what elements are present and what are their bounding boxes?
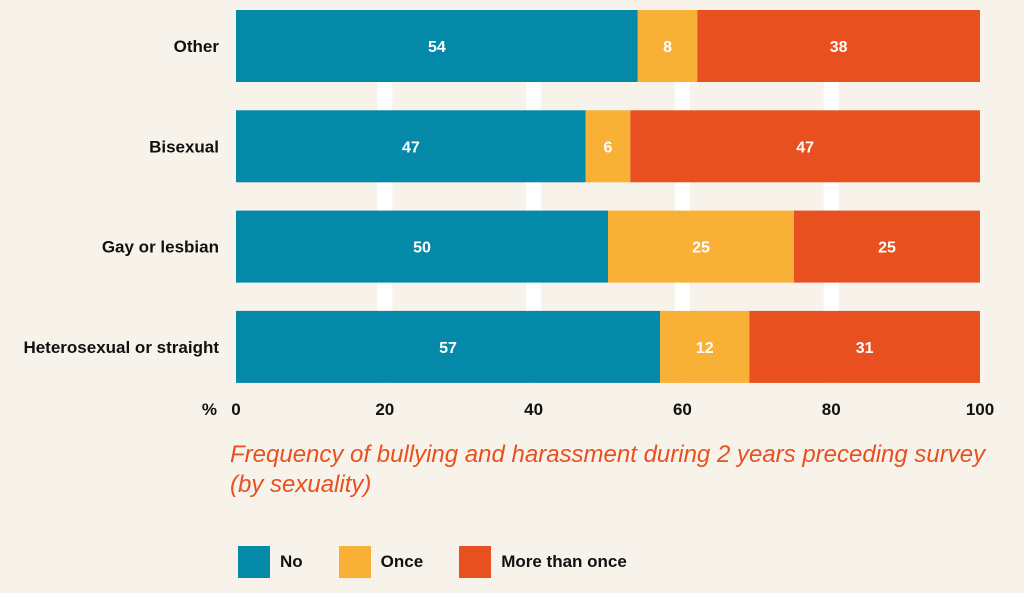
data-label-other-no: 54 [428,39,446,56]
data-label-other-once: 8 [663,39,672,56]
bars [236,10,980,383]
x-tick-label-100: 100 [966,400,994,419]
data-labels: 54 8 38 47 6 47 50 25 25 57 12 31 [402,39,896,357]
category-labels: Other Bisexual Gay or lesbian Heterosexual … [23,37,219,357]
data-label-heterosexual-or-straight-more-than-once: 31 [856,340,874,357]
legend-swatch-once [338,546,371,578]
category-label-heterosexual-or-straight: Heterosexual or straight [23,338,219,357]
bar-bisexual-no [236,110,586,183]
x-tick-label-0: 0 [231,400,240,419]
data-label-other-more-than-once: 38 [830,39,848,56]
category-label-gay-or-lesbian: Gay or lesbian [102,238,219,257]
legend-swatch-more-than-once [459,546,492,578]
gridline-40 [526,10,542,383]
legend-item-no: No [238,546,303,578]
data-label-heterosexual-or-straight-once: 12 [696,340,714,357]
category-label-other: Other [174,37,220,56]
data-label-heterosexual-or-straight-no: 57 [439,340,457,357]
chart-title: Frequency of bullying and harassment dur… [230,441,986,498]
bar-heterosexual-or-straight-once [660,310,750,383]
legend-item-once: Once [338,546,424,578]
bar-bisexual-once [585,110,631,183]
bar-other-once [637,10,698,82]
legend-label-once: Once [380,552,424,571]
data-label-bisexual-no: 47 [402,139,420,156]
legend-item-more-than-once: More than once [459,546,627,578]
x-tick-label-80: 80 [822,400,841,419]
gridline-60 [674,10,690,383]
bar-other-no [236,10,638,82]
x-axis: % 0 20 40 60 80 100 [202,400,994,419]
category-label-bisexual: Bisexual [149,137,219,156]
data-label-gay-or-lesbian-once: 25 [692,240,710,257]
axis-unit-label: % [202,400,217,419]
data-label-gay-or-lesbian-no: 50 [413,240,431,257]
bar-bisexual-more-than-once [630,110,980,183]
data-label-bisexual-once: 6 [604,139,613,156]
bar-gay-or-lesbian-once [608,210,794,283]
bar-heterosexual-or-straight-more-than-once [749,310,980,383]
bar-heterosexual-or-straight-no [236,310,661,383]
data-label-bisexual-more-than-once: 47 [796,139,814,156]
bar-other-more-than-once [697,10,980,82]
bar-gay-or-lesbian-no [236,210,608,283]
bar-gay-or-lesbian-more-than-once [794,210,980,283]
gridline-20 [377,10,393,383]
legend-label-more-than-once: More than once [501,552,627,571]
gridline-80 [823,10,839,383]
legend: No Once More than once [238,546,663,578]
data-label-gay-or-lesbian-more-than-once: 25 [878,240,896,257]
legend-swatch-no [238,546,270,578]
x-tick-label-60: 60 [673,400,692,419]
gridlines [377,10,839,383]
x-tick-label-40: 40 [524,400,543,419]
x-tick-label-20: 20 [375,400,394,419]
legend-label-no: No [280,552,303,571]
